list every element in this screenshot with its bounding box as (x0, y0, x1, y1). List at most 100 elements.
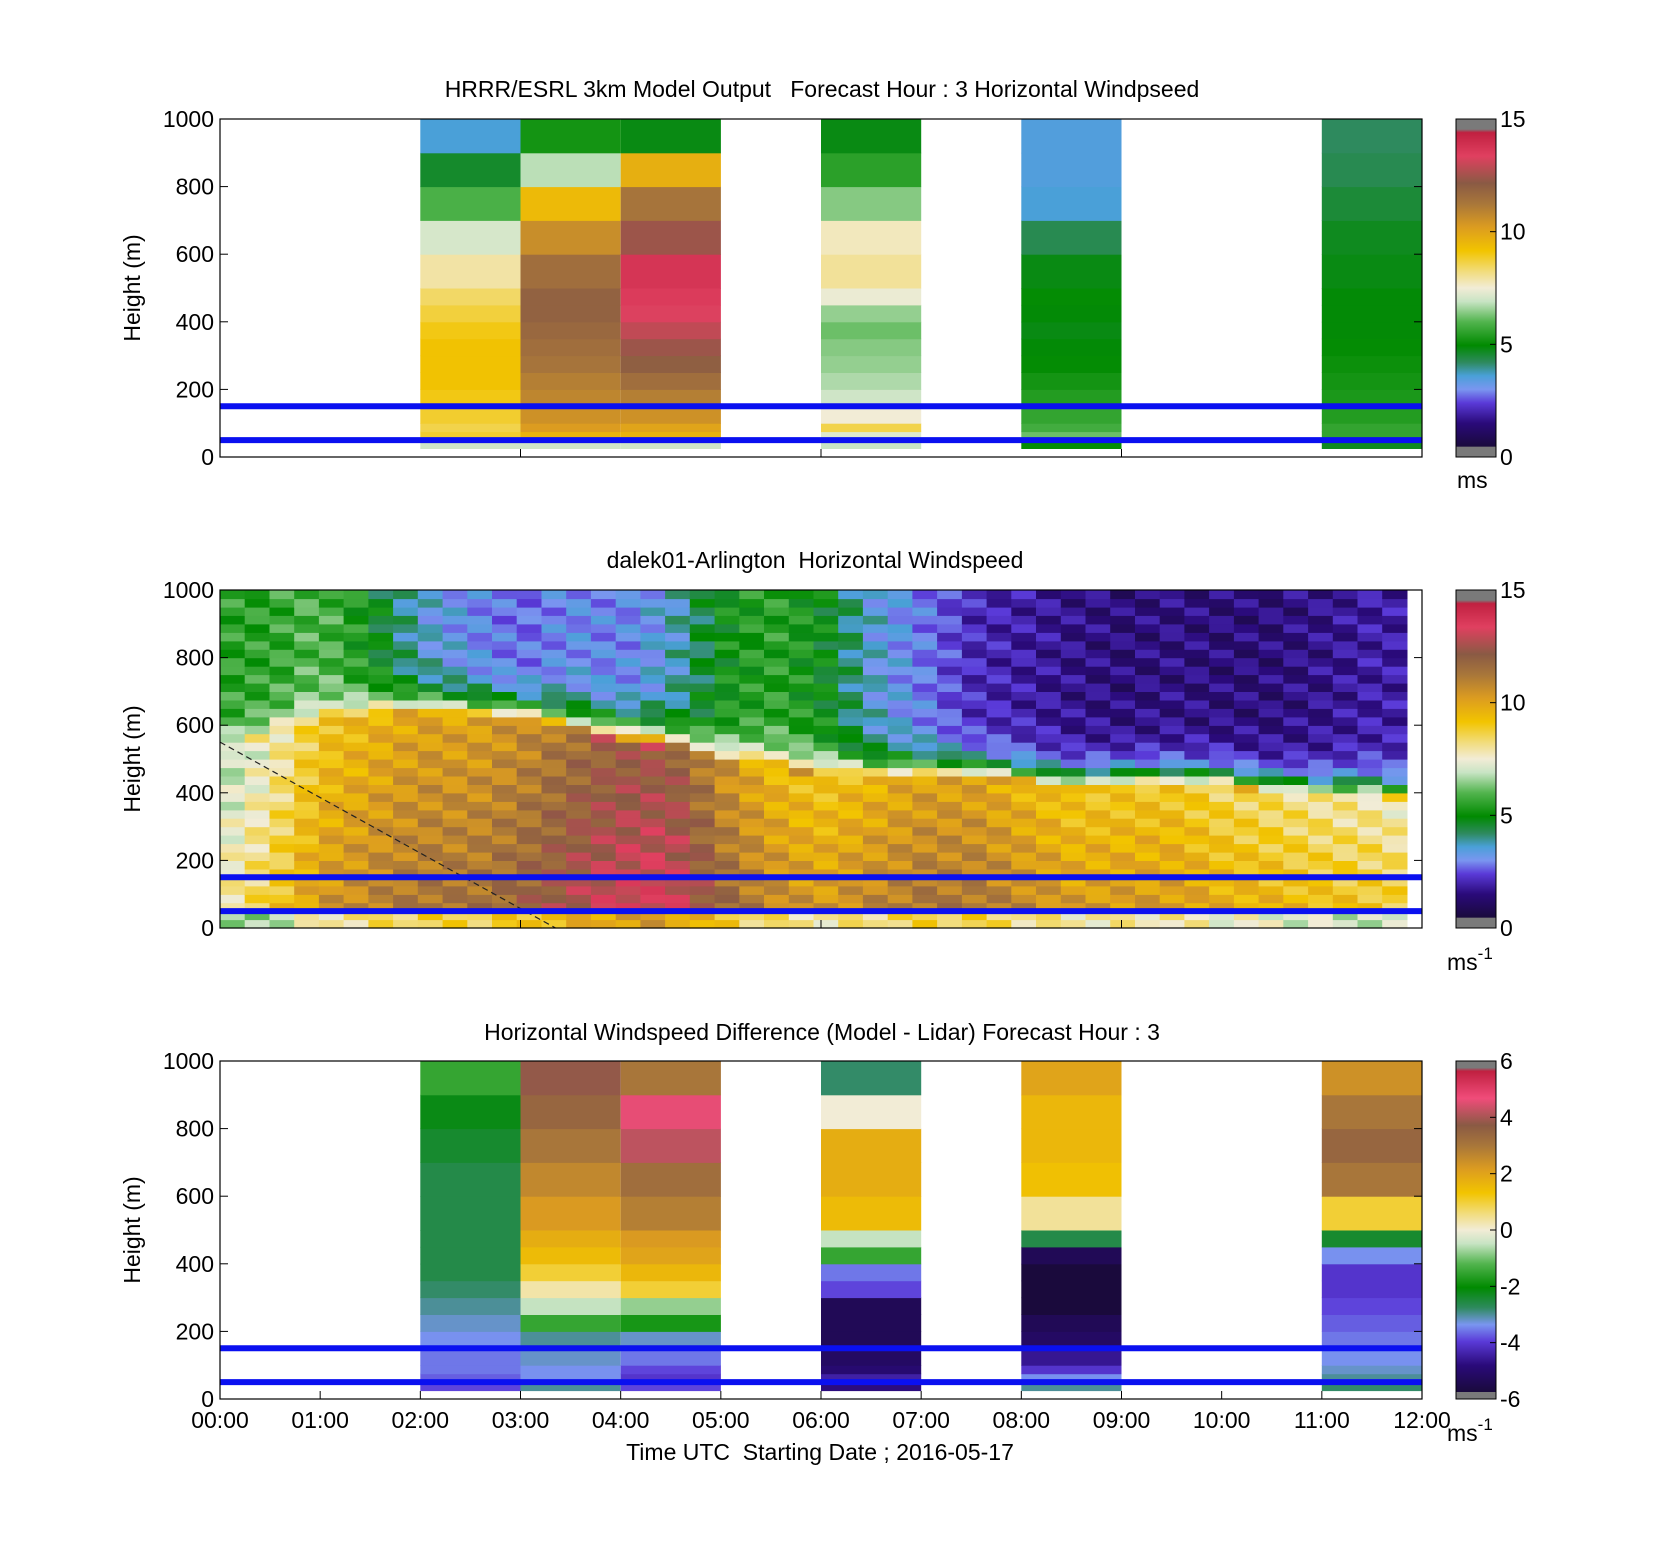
heatmap-cell (516, 666, 542, 676)
heatmap-cell (1209, 632, 1235, 642)
heatmap-cell (393, 759, 419, 769)
heatmap-cell (912, 911, 938, 921)
heatmap-cell (961, 792, 988, 802)
heatmap-cell (689, 818, 716, 828)
heatmap-cell (1135, 826, 1161, 836)
heatmap-cell (665, 877, 691, 887)
heatmap-cell (739, 835, 765, 845)
heatmap-cell (838, 725, 864, 735)
heatmap-cell (1011, 877, 1037, 887)
heatmap-cell (821, 389, 922, 407)
heatmap-cell (620, 1162, 721, 1197)
heatmap-cell (1135, 911, 1161, 921)
panel-lidar-overlay (219, 741, 1422, 929)
heatmap-cell (393, 852, 419, 861)
heatmap-cell (541, 877, 567, 887)
heatmap-cell (590, 877, 617, 887)
heatmap-cell (689, 632, 716, 642)
heatmap-cell (1184, 868, 1210, 878)
heatmap-cell (1060, 590, 1087, 600)
heatmap-cell (1209, 759, 1235, 769)
dashed-reference-line (219, 741, 556, 929)
heatmap-cell (467, 716, 493, 726)
heatmap-cell (590, 666, 617, 676)
heatmap-cell (689, 750, 716, 760)
heatmap-cell (420, 254, 521, 289)
heatmap-cell (1060, 911, 1087, 921)
heatmap-cell (318, 792, 345, 802)
heatmap-cell (492, 877, 518, 887)
heatmap-cell (1036, 792, 1062, 802)
heatmap-cell (640, 868, 666, 878)
heatmap-cell (1184, 674, 1210, 684)
heatmap-cell (714, 818, 740, 828)
heatmap-cell (220, 902, 246, 912)
heatmap-cell (343, 590, 369, 600)
heatmap-cell (590, 894, 617, 904)
heatmap-cell (986, 894, 1012, 904)
heatmap-cell (1283, 742, 1309, 752)
heatmap-cell (1382, 801, 1408, 811)
heatmap-cell (640, 852, 666, 861)
heatmap-cell (1036, 775, 1062, 785)
heatmap-cell (986, 742, 1012, 752)
heatmap-cell (1209, 784, 1235, 794)
heatmap-cell (813, 666, 839, 676)
heatmap-cell (368, 809, 394, 819)
heatmap-cell (1110, 868, 1136, 878)
heatmap-cell (887, 674, 913, 684)
heatmap-cell (1209, 868, 1235, 878)
heatmap-cell (294, 894, 320, 904)
panel-difference-y-label: Height (m) (119, 1176, 145, 1283)
heatmap-cell (1308, 868, 1334, 878)
heatmap-cell (620, 186, 721, 221)
heatmap-cell (1258, 750, 1284, 760)
heatmap-cell (1085, 666, 1111, 676)
heatmap-cell (393, 657, 419, 667)
heatmap-cell (566, 750, 592, 760)
heatmap-cell (1060, 640, 1087, 650)
heatmap-cell (961, 649, 988, 659)
heatmap-cell (961, 868, 988, 878)
heatmap-cell (420, 372, 521, 390)
heatmap-cell (541, 632, 567, 642)
heatmap-cell (615, 759, 641, 769)
heatmap-cell (665, 674, 691, 684)
heatmap-cell (343, 792, 369, 802)
heatmap-cell (640, 818, 666, 828)
heatmap-cell (318, 606, 345, 616)
heatmap-cell (516, 750, 542, 760)
heatmap-cell (1332, 911, 1359, 921)
heatmap-cell (739, 615, 765, 625)
panel-difference-unit-exponent: -1 (1478, 1415, 1493, 1434)
heatmap-cell (467, 742, 493, 752)
heatmap-cell (714, 716, 740, 726)
heatmap-cell (1321, 1162, 1422, 1197)
heatmap-cell (640, 860, 666, 870)
heatmap-cell (1283, 885, 1309, 895)
heatmap-cell (1184, 911, 1210, 921)
heatmap-cell (764, 725, 790, 735)
heatmap-cell (620, 1128, 721, 1163)
heatmap-cell (343, 919, 369, 929)
heatmap-cell (318, 775, 345, 785)
heatmap-cell (269, 750, 295, 760)
heatmap-cell (764, 868, 790, 878)
heatmap-cell (887, 767, 913, 777)
heatmap-cell (393, 708, 419, 718)
heatmap-cell (620, 1230, 721, 1248)
heatmap-cell (1308, 691, 1334, 701)
heatmap-cell (516, 775, 542, 785)
heatmap-cell (912, 868, 938, 878)
panel-model-cells (420, 119, 1422, 449)
heatmap-cell (1283, 835, 1309, 845)
heatmap-cell (220, 894, 246, 904)
heatmap-cell (368, 666, 394, 676)
heatmap-cell (1110, 683, 1136, 692)
heatmap-cell (1258, 657, 1284, 667)
heatmap-cell (492, 716, 518, 726)
heatmap-cell (714, 759, 740, 769)
heatmap-cell (764, 877, 790, 887)
heatmap-cell (821, 1230, 922, 1248)
heatmap-cell (318, 598, 345, 608)
